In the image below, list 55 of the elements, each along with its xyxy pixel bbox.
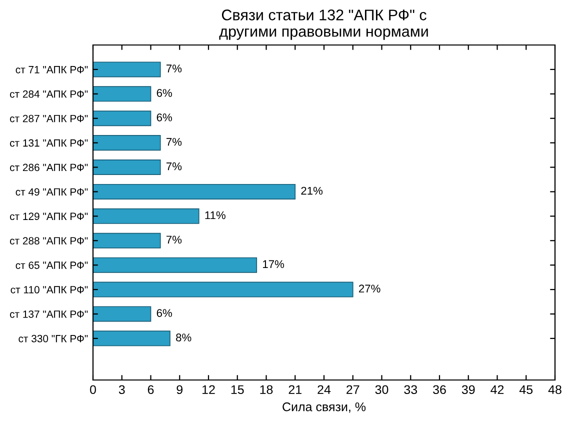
y-tick-label: ст 49 "АПК РФ" [16, 188, 88, 196]
x-tick-label: 36 [433, 385, 446, 394]
data-label: 6% [156, 89, 172, 97]
bar [93, 135, 161, 151]
bar [93, 232, 161, 248]
x-tick-label: 15 [231, 385, 244, 394]
bar [93, 257, 258, 273]
data-label: 7% [166, 162, 182, 170]
bar [93, 282, 354, 298]
x-tick-label: 24 [318, 385, 331, 394]
data-label: 7% [166, 236, 182, 244]
data-label: 7% [166, 138, 182, 146]
data-label: 11% [205, 211, 226, 220]
data-label: 17% [263, 260, 284, 268]
y-tick-label: ст 65 "АПК РФ" [16, 262, 88, 269]
bar [93, 86, 152, 102]
x-tick-label: 18 [260, 385, 273, 394]
x-tick-label: 3 [118, 385, 125, 394]
bar [93, 330, 170, 346]
x-axis-title: Сила связи, % [282, 402, 366, 413]
bar [93, 110, 152, 126]
x-tick-label: 12 [202, 385, 215, 394]
x-tick-label: 6 [148, 385, 154, 394]
data-label: 21% [301, 186, 323, 195]
x-tick-label: 45 [519, 385, 533, 394]
data-label: 8% [176, 334, 192, 342]
y-tick-label: ст 137 "АПК РФ" [10, 310, 88, 318]
data-label: 6% [156, 309, 172, 317]
x-tick-label: 21 [288, 385, 302, 394]
y-tick-label: ст 71 "АПК РФ" [16, 66, 88, 74]
x-tick-label: 0 [90, 385, 96, 394]
x-tick-label: 42 [490, 385, 504, 394]
bar [93, 208, 200, 224]
y-tick-label: ст 284 "АПК РФ" [10, 90, 88, 98]
x-tick-label: 39 [462, 385, 475, 394]
y-tick-label: ст 129 "АПК РФ" [10, 212, 88, 220]
data-label: 27% [358, 284, 380, 292]
bar [93, 62, 161, 78]
data-label: 7% [166, 64, 182, 72]
x-tick-label: 48 [548, 385, 562, 394]
x-tick-label: 33 [404, 385, 418, 394]
y-tick-label: ст 286 "АПК РФ" [10, 164, 88, 172]
y-tick-label: ст 288 "АПК РФ" [10, 237, 88, 244]
y-tick-label: ст 330 "ГК РФ" [18, 334, 88, 342]
data-label: 6% [156, 113, 172, 122]
y-tick-label: ст 110 "АПК РФ" [10, 286, 88, 294]
bar [93, 306, 152, 322]
x-tick-label: 27 [346, 385, 360, 394]
y-tick-label: ст 131 "АПК РФ" [10, 139, 88, 147]
chart-title: Связи статьи 132 "АПК РФ" с другими правовыми нормами [219, 10, 428, 40]
bar [93, 184, 296, 200]
x-tick-label: 30 [375, 385, 388, 394]
y-tick-label: ст 287 "АПК РФ" [10, 114, 88, 122]
x-tick-label: 9 [176, 385, 183, 394]
bar [93, 160, 161, 176]
